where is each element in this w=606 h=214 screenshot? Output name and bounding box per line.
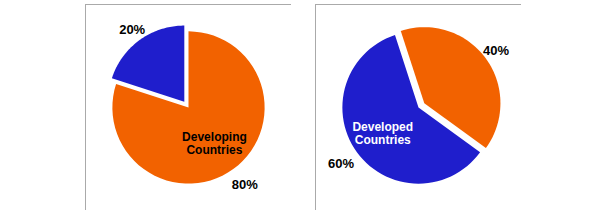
- svg-text:80%: 80%: [232, 177, 258, 192]
- svg-text:20%: 20%: [119, 22, 145, 37]
- svg-text:40%: 40%: [483, 43, 509, 58]
- svg-text:DevelopedCountries: DevelopedCountries: [352, 120, 413, 147]
- svg-text:60%: 60%: [328, 156, 354, 171]
- svg-text:DevelopingCountries: DevelopingCountries: [182, 130, 247, 157]
